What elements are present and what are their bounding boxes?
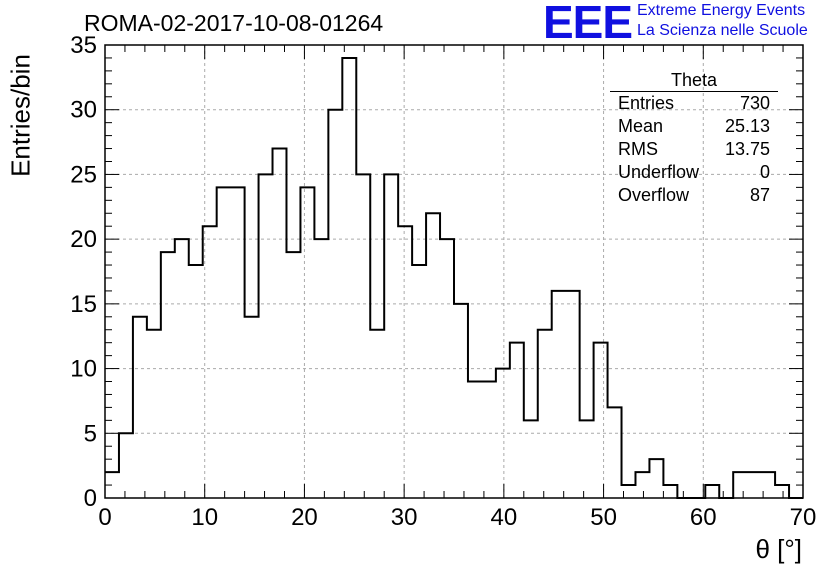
stats-value: 730 (739, 93, 770, 113)
y-tick-label: 5 (84, 420, 97, 447)
x-tick-label: 60 (690, 504, 717, 531)
stats-value: 25.13 (724, 116, 770, 136)
y-tick-label: 15 (70, 291, 97, 318)
stats-row-underflow: Underflow 0 (610, 161, 778, 184)
stats-title: Theta (610, 70, 778, 92)
stats-label: Entries (618, 93, 675, 113)
stats-row-rms: RMS 13.75 (610, 138, 778, 161)
x-tick-label: 40 (491, 504, 518, 531)
y-tick-label: 30 (70, 97, 97, 124)
stats-label: Underflow (618, 162, 700, 182)
histogram-series (105, 56, 803, 499)
x-axis-label: θ [°] (755, 534, 802, 564)
y-tick-label: 20 (70, 226, 97, 253)
stats-label: RMS (618, 139, 658, 159)
stats-value: 13.75 (724, 139, 770, 159)
x-tick-label: 10 (191, 504, 218, 531)
y-tick-label: 25 (70, 161, 97, 188)
stats-value: 87 (749, 185, 770, 205)
x-tick-label: 30 (391, 504, 418, 531)
stats-box: Theta Entries 730 Mean 25.13 RMS 13.75 Underfl… (610, 70, 778, 207)
stats-row-mean: Mean 25.13 (610, 115, 778, 138)
x-tick-label: 0 (98, 504, 111, 531)
x-tick-label: 20 (291, 504, 318, 531)
x-tick-label: 50 (590, 504, 617, 531)
x-tick-label: 70 (790, 504, 817, 531)
y-tick-label: 35 (70, 32, 97, 59)
stats-row-overflow: Overflow 87 (610, 184, 778, 207)
stats-label: Mean (618, 116, 664, 136)
plot-frame (104, 44, 804, 499)
logo-line-1: Extreme Energy Events (637, 2, 806, 19)
stats-value: 0 (759, 162, 770, 182)
eee-logo: EEE (543, 0, 633, 48)
y-tick-label: 10 (70, 356, 97, 383)
y-tick-label: 0 (84, 485, 97, 512)
chart-title: ROMA-02-2017-10-08-01264 (84, 10, 384, 36)
logo-line-2: La Scienza nelle Scuole (637, 22, 808, 39)
stats-label: Overflow (618, 185, 690, 205)
stats-row-entries: Entries 730 (610, 92, 778, 115)
